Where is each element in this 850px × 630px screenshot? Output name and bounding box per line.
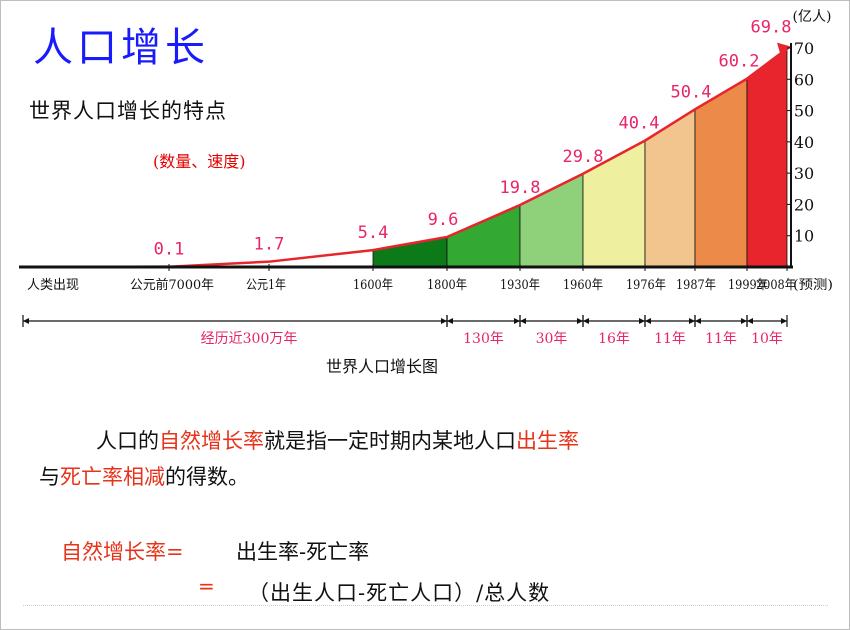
arrow-head — [777, 42, 791, 57]
definition-line-2: 与死亡率相减的得数。 — [39, 461, 249, 491]
data-label: 9.6 — [428, 210, 459, 230]
interval-arrow — [514, 318, 520, 324]
interval-arrow — [747, 318, 753, 324]
interval-arrow — [695, 318, 701, 324]
formula-label: 自然增长率= — [61, 540, 184, 564]
x-tick-label: 公元前7000年 — [130, 277, 214, 293]
formula-rhs-1: 出生率-死亡率 — [236, 540, 370, 564]
y-tick-label: 50 — [794, 102, 814, 121]
chart-caption: 世界人口增长图 — [326, 357, 439, 376]
y-tick-label: 40 — [794, 133, 814, 152]
data-label: 69.8 — [751, 18, 792, 38]
interval-arrow — [23, 318, 29, 324]
y-tick-label: 70 — [794, 39, 814, 58]
divider — [23, 605, 828, 606]
interval-label: 10年 — [751, 331, 783, 347]
data-label: 19.8 — [500, 178, 541, 198]
interval-label: 11年 — [705, 331, 737, 347]
interval-arrow — [577, 318, 583, 324]
population-line — [24, 47, 788, 269]
x-tick-label: 1960年 — [563, 278, 603, 293]
x-tick-label: 1800年 — [427, 278, 467, 293]
data-label: 29.8 — [563, 147, 604, 167]
interval-arrow — [645, 318, 651, 324]
x-tick-label: 1930年 — [500, 278, 540, 293]
interval-label: 130年 — [463, 331, 504, 347]
formula-rhs-2: （出生人口-死亡人口）/总人数 — [248, 581, 551, 605]
definition-term: 自然增长率 — [159, 429, 264, 453]
y-axis-unit: (亿人) — [793, 9, 832, 25]
definition-text: 的得数。 — [165, 465, 249, 489]
data-label: 0.1 — [154, 240, 185, 260]
x-tick-label: 1976年 — [626, 278, 666, 293]
interval-arrow — [583, 318, 589, 324]
x-tick-label: (预测) — [793, 278, 833, 293]
data-label: 1.7 — [254, 235, 285, 255]
interval-label: 30年 — [536, 331, 568, 347]
interval-label: 11年 — [654, 331, 686, 347]
y-tick-label: 20 — [794, 195, 814, 214]
x-tick-label: 2008年 — [756, 278, 796, 293]
interval-arrow — [447, 318, 453, 324]
interval-arrow — [781, 318, 787, 324]
y-tick-label: 30 — [794, 164, 814, 183]
y-tick-label: 60 — [794, 70, 814, 89]
interval-arrow — [689, 318, 695, 324]
definition-text: 人口的 — [96, 429, 159, 453]
data-label: 50.4 — [671, 82, 712, 102]
data-label: 40.4 — [619, 114, 660, 134]
data-label: 60.2 — [719, 52, 760, 72]
interval-arrow — [639, 318, 645, 324]
formula-equals: = — [198, 574, 215, 598]
definition-term: 死亡率相减 — [60, 465, 165, 489]
note-text: (数量、速度) — [153, 152, 246, 171]
population-growth-chart: (亿人) 10 20 30 40 50 60 70 0.1 1.7 5.4 9.6 19.8 29.8 40… — [19, 9, 833, 347]
definition-line-1: 人口的自然增长率就是指一定时期内某地人口出生率 — [96, 425, 579, 455]
interval-label: 经历近300万年 — [201, 331, 298, 347]
y-tick-label: 10 — [794, 227, 814, 246]
x-tick-label: 人类出现 — [27, 278, 79, 293]
data-label: 5.4 — [358, 223, 389, 243]
definition-term: 出生率 — [516, 429, 579, 453]
interval-arrow — [741, 318, 747, 324]
interval-label: 16年 — [598, 331, 630, 347]
x-tick-label: 公元1年 — [246, 278, 286, 293]
area-segment — [746, 47, 788, 268]
interval-arrow — [520, 318, 526, 324]
interval-arrow — [441, 318, 447, 324]
x-tick-label: 1600年 — [353, 278, 393, 293]
area-segment — [694, 77, 748, 268]
slide-subtitle: 世界人口增长的特点 — [29, 99, 227, 123]
x-tick-label: 1987年 — [676, 278, 716, 293]
definition-text: 就是指一定时期内某地人口 — [264, 429, 516, 453]
definition-text: 与 — [39, 465, 60, 489]
x-tick-label: 1999年 — [728, 278, 768, 293]
slide-title: 人口增长 — [33, 25, 209, 71]
